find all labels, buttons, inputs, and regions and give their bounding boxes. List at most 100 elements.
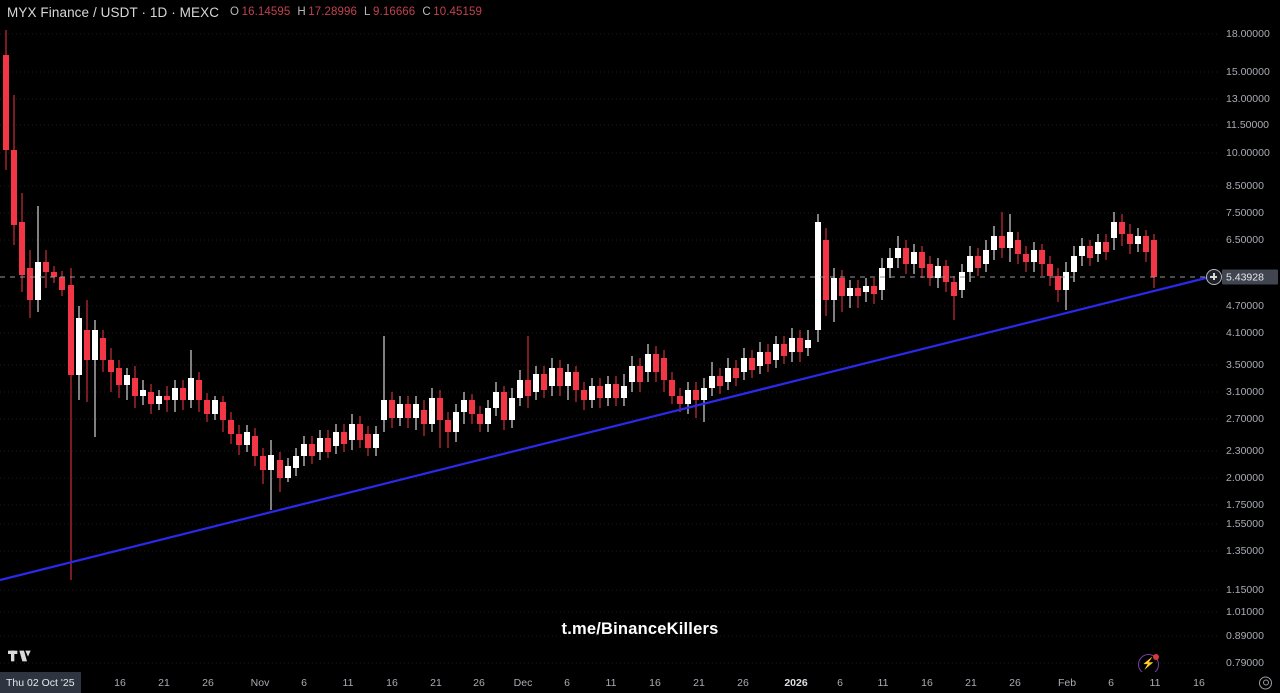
candle-body-bullish [156, 396, 162, 404]
candle-body-bullish [879, 268, 885, 290]
time-tick-label: 16 [1193, 676, 1205, 689]
price-tick-label: 13.00000 [1226, 93, 1270, 105]
candle-body-bullish [509, 398, 515, 420]
candle-body-bullish [429, 398, 435, 424]
candle-body-bearish [108, 360, 114, 372]
current-price-badge[interactable]: 5.43928 [1222, 269, 1278, 285]
candle-body-bearish [236, 434, 242, 445]
candle-body-bearish [421, 410, 427, 424]
candle-body-bearish [541, 374, 547, 390]
candle-body-bearish [260, 456, 266, 470]
candle-body-bullish [589, 386, 595, 400]
candle-body-bullish [485, 408, 491, 424]
candle-body-bullish [805, 340, 811, 348]
ohlc-key-l: L [364, 6, 371, 18]
candle-body-bearish [1151, 240, 1157, 277]
candle-body-bearish [309, 444, 315, 456]
candle-body-bearish [999, 236, 1005, 248]
candle-body-bullish [967, 256, 973, 272]
ohlc-value-l: 9.16666 [373, 6, 416, 18]
candle-body-bullish [1031, 250, 1037, 262]
candle-body-bearish [148, 392, 154, 404]
price-tick-label: 4.10000 [1226, 327, 1264, 339]
candle-body-bullish [333, 432, 339, 446]
price-tick-label: 2.00000 [1226, 472, 1264, 484]
candle-body-bullish [815, 222, 821, 330]
candle-body-bearish [100, 338, 106, 360]
candle-body-bearish [1015, 240, 1021, 254]
candle-body-bullish [349, 424, 355, 440]
candle-body-bullish [887, 258, 893, 268]
candle-body-bearish [1047, 264, 1053, 276]
candle-body-bearish [765, 352, 771, 364]
candle-body-bearish [469, 400, 475, 414]
price-scale[interactable]: USDT 18.0000015.0000013.0000011.5000010.… [1220, 0, 1280, 693]
price-tick-label: 11.50000 [1226, 119, 1270, 131]
time-tick-label: 16 [921, 676, 933, 689]
candle-body-bullish [1071, 256, 1077, 272]
candle-body-bearish [341, 432, 347, 444]
candle-body-bearish [733, 368, 739, 378]
candle-body-bearish [1023, 254, 1029, 262]
candle-body-bullish [244, 432, 250, 445]
time-tick-label: 11 [1149, 676, 1161, 689]
candle-body-bullish [397, 404, 403, 418]
time-scale[interactable]: 11 6 21 26 Nov 6 11 16 21 26 Dec 6 11 16 21 26 2026 6 11 16… [0, 672, 1280, 693]
candle-body-bearish [1039, 250, 1045, 264]
trendline-drawing[interactable] [0, 275, 1211, 582]
candle-body-bullish [959, 272, 965, 290]
candle-body-bullish [757, 352, 763, 366]
candle-body-bearish [11, 150, 17, 225]
candle-body-bullish [935, 266, 941, 278]
price-tick-label: 15.00000 [1226, 66, 1270, 78]
candle-body-bearish [661, 358, 667, 380]
candle-body-bullish [1079, 246, 1085, 256]
time-tick-label: 16 [386, 676, 398, 689]
time-tick-label: 26 [737, 676, 749, 689]
time-tick-label: 21 [430, 676, 442, 689]
time-tick-label: 21 [693, 676, 705, 689]
time-tick-label: 26 [202, 676, 214, 689]
price-tick-label: 4.70000 [1226, 300, 1264, 312]
candle-body-bearish [27, 268, 33, 300]
price-tick-label: 0.79000 [1226, 657, 1264, 669]
watermark-text: t.me/BinanceKillers [561, 620, 719, 638]
price-tick-label: 6.50000 [1226, 234, 1264, 246]
candle-body-bearish [180, 388, 186, 400]
candle-body-bearish [204, 400, 210, 414]
price-tick-label: 1.01000 [1226, 606, 1264, 618]
price-tick-label: 1.75000 [1226, 499, 1264, 511]
price-tick-label: 10.00000 [1226, 147, 1270, 159]
candle-body-bearish [1103, 242, 1109, 252]
candle-body-bearish [1055, 276, 1061, 290]
candle-body-bullish [621, 386, 627, 398]
candle-body-bullish [831, 278, 837, 300]
add-order-plus-icon[interactable] [1206, 269, 1222, 285]
bolt-glyph: ⚡ [1141, 658, 1156, 670]
candle-body-bullish [605, 384, 611, 398]
candle-body-bearish [164, 396, 170, 400]
candle-body-bearish [855, 288, 861, 296]
candle-body-bearish [525, 380, 531, 396]
candle-body-bearish [84, 330, 90, 360]
candle-body-bearish [389, 400, 395, 418]
candle-body-bullish [92, 330, 98, 360]
time-tick-label: 26 [1009, 676, 1021, 689]
candle-body-bullish [895, 248, 901, 258]
ohlc-key-c: C [422, 6, 431, 18]
candle-body-bearish [581, 390, 587, 400]
time-tick-label: 6 [564, 676, 570, 689]
chart-pane[interactable] [0, 24, 1220, 672]
price-tick-label: 1.35000 [1226, 545, 1264, 557]
ohlc-value-o: 16.14595 [241, 6, 291, 18]
symbol-title[interactable]: MYX Finance / USDT · 1D · MEXC [7, 4, 220, 20]
candle-body-bullish [549, 368, 555, 386]
timezone-settings-icon[interactable] [1259, 676, 1272, 689]
candle-body-bullish [911, 252, 917, 264]
price-tick-label: 18.00000 [1226, 28, 1270, 40]
grid-lines [0, 33, 1220, 664]
candle-body-bullish [301, 444, 307, 456]
tradingview-logo-icon[interactable] [8, 648, 32, 664]
time-tick-label: 16 [649, 676, 661, 689]
candle-body-bullish [773, 344, 779, 360]
